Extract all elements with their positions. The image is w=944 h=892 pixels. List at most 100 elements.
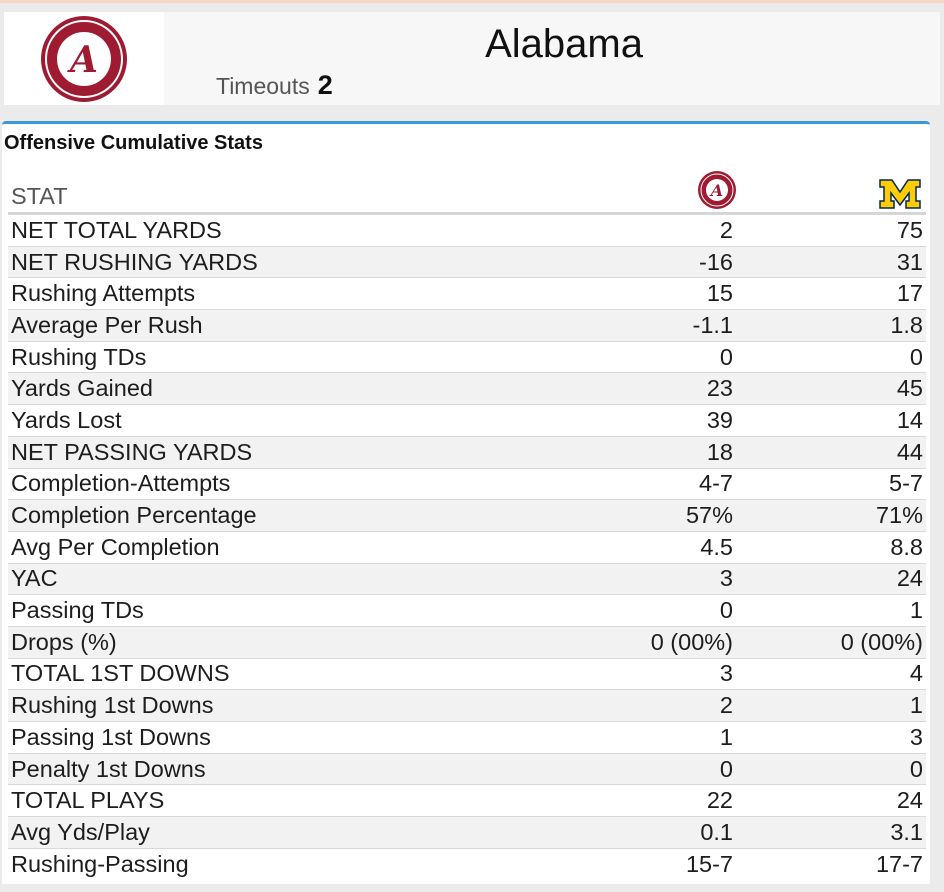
team-a-column-header: A: [488, 170, 736, 210]
team-b-value: 17-7: [875, 850, 923, 877]
team-a-value: 15-7: [685, 850, 733, 877]
stat-label: TOTAL 1ST DOWNS: [11, 660, 230, 687]
team-b-value: 1.8: [890, 311, 923, 338]
timeouts-value: 2: [317, 70, 333, 100]
stat-row: Avg Yds/Play 0.1 3.1: [8, 816, 926, 848]
team-logo: A: [4, 12, 164, 105]
stat-label: Avg Yds/Play: [11, 818, 150, 845]
team-b-value: 75: [896, 216, 923, 243]
stat-label: Rushing TDs: [11, 343, 147, 370]
stat-row: TOTAL PLAYS 22 24: [8, 784, 926, 816]
team-b-value: 24: [896, 787, 923, 814]
stat-label: Passing TDs: [11, 597, 144, 624]
team-a-value: 23: [706, 375, 733, 402]
team-b-column-header: [733, 178, 923, 210]
stats-header-row: STAT A: [8, 169, 926, 214]
stat-row: NET TOTAL YARDS 2 75: [8, 214, 926, 246]
stats-table: STAT A NET TOTAL YARDS 2 75 NET RUSHING YAR…: [8, 169, 926, 879]
stat-row: Rushing TDs 0 0: [8, 340, 926, 373]
stat-row: TOTAL 1ST DOWNS 3 4: [8, 657, 926, 690]
team-b-value: 71%: [875, 502, 923, 529]
svg-text:A: A: [67, 39, 98, 81]
top-accent-strip: [0, 0, 944, 12]
stat-label: Drops (%): [11, 628, 117, 655]
stat-row: NET RUSHING YARDS -16 31: [8, 245, 926, 278]
stat-row: YAC 3 24: [8, 562, 926, 595]
stat-label: Average Per Rush: [11, 311, 203, 338]
team-a-value: 18: [706, 438, 733, 465]
team-b-value: 31: [896, 248, 923, 275]
stat-label: Rushing 1st Downs: [11, 692, 214, 719]
alabama-logo-icon: A: [698, 171, 736, 209]
stat-row: Yards Lost 39 14: [8, 404, 926, 436]
team-b-value: 5-7: [889, 470, 923, 497]
team-a-value: 57%: [685, 502, 733, 529]
team-a-value: 2: [719, 692, 733, 719]
stat-label: Penalty 1st Downs: [11, 755, 206, 782]
stat-label: YAC: [11, 565, 58, 592]
team-a-value: 3: [719, 660, 733, 687]
stat-label: Avg Per Completion: [11, 533, 220, 560]
timeouts-label: Timeouts: [216, 73, 310, 99]
stat-row: Rushing Attempts 15 17: [8, 277, 926, 309]
stat-row: Average Per Rush -1.1 1.8: [8, 309, 926, 341]
team-name: Alabama: [485, 22, 643, 66]
stat-column-header: STAT: [11, 183, 68, 209]
team-b-value: 17: [896, 280, 923, 307]
alabama-crimson-tide-logo-icon: A: [41, 15, 127, 102]
team-header: A Alabama Timeouts 2: [4, 12, 940, 105]
team-a-value: 4.5: [700, 533, 733, 560]
stat-label: TOTAL PLAYS: [11, 787, 165, 814]
team-a-value: 39: [706, 406, 733, 433]
team-a-value: 0: [719, 597, 733, 624]
stat-label: Rushing Attempts: [11, 280, 196, 307]
team-a-value: 3: [719, 565, 733, 592]
team-b-value: 1: [909, 597, 923, 624]
team-b-value: 14: [896, 406, 923, 433]
stat-row: Avg Per Completion 4.5 8.8: [8, 530, 926, 563]
stat-row: Passing TDs 0 1: [8, 594, 926, 626]
stat-row: NET PASSING YARDS 18 44: [8, 435, 926, 468]
team-a-value: -1.1: [692, 311, 734, 338]
svg-text:A: A: [709, 181, 723, 200]
stat-row: Rushing 1st Downs 2 1: [8, 689, 926, 721]
team-b-value: 8.8: [890, 533, 923, 560]
offensive-stats-panel: Offensive Cumulative Stats STAT A NET TO…: [2, 121, 930, 884]
team-a-value: 22: [706, 787, 733, 814]
stat-label: Passing 1st Downs: [11, 723, 211, 750]
team-a-value: 1: [719, 723, 733, 750]
team-a-value: 2: [719, 216, 733, 243]
stat-label: Yards Gained: [11, 375, 153, 402]
team-a-value: -16: [699, 248, 733, 275]
team-b-value: 0 (00%): [840, 628, 923, 655]
stats-rows: NET TOTAL YARDS 2 75 NET RUSHING YARDS -16 31…: [8, 214, 926, 879]
stat-label: NET TOTAL YARDS: [11, 216, 222, 243]
stat-label: Completion-Attempts: [11, 470, 231, 497]
team-b-value: 3.1: [890, 818, 923, 845]
stat-row: Rushing-Passing 15-7 17-7: [8, 847, 926, 880]
timeouts: Timeouts 2: [216, 70, 333, 101]
team-b-value: 0: [909, 755, 923, 782]
team-a-value: 15: [706, 280, 733, 307]
team-a-value: 4-7: [699, 470, 733, 497]
stat-row: Drops (%) 0 (00%) 0 (00%): [8, 625, 926, 658]
team-b-value: 1: [909, 692, 923, 719]
team-b-value: 0: [909, 343, 923, 370]
team-a-value: 0: [719, 755, 733, 782]
team-a-value: 0: [719, 343, 733, 370]
team-a-value: 0.1: [700, 818, 733, 845]
team-b-value: 24: [896, 565, 923, 592]
team-b-value: 44: [896, 438, 923, 465]
team-b-value: 4: [909, 660, 923, 687]
michigan-m-logo-icon: [879, 179, 921, 209]
stat-label: NET RUSHING YARDS: [11, 248, 258, 275]
stat-row: Penalty 1st Downs 0 0: [8, 752, 926, 785]
team-a-value: 0 (00%): [650, 628, 733, 655]
stat-row: Yards Gained 23 45: [8, 372, 926, 405]
team-b-value: 45: [896, 375, 923, 402]
stat-label: NET PASSING YARDS: [11, 438, 253, 465]
stat-label: Yards Lost: [11, 406, 122, 433]
team-b-value: 3: [909, 723, 923, 750]
stat-row: Passing 1st Downs 1 3: [8, 721, 926, 753]
stat-row: Completion-Attempts 4-7 5-7: [8, 467, 926, 500]
